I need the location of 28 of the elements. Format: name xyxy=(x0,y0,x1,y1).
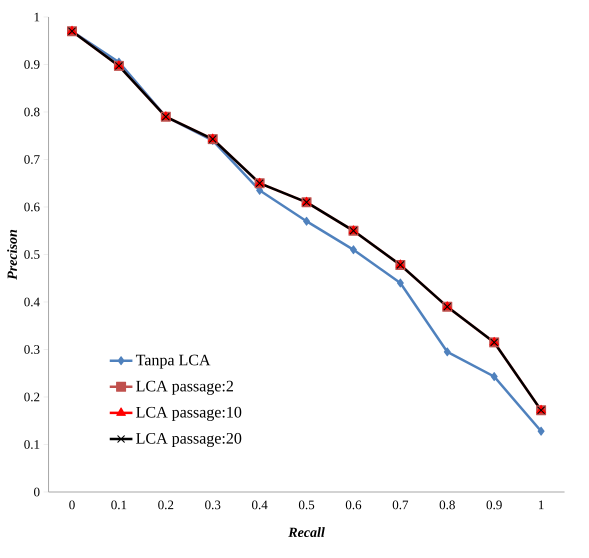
x-tick-label: 0.4 xyxy=(252,500,268,510)
x-tick-label: 0.5 xyxy=(298,500,314,510)
x-tick-label: 0 xyxy=(69,500,75,510)
legend-label: LCA passage:2 xyxy=(136,380,233,395)
y-tick-label: 1 xyxy=(34,12,40,22)
y-tick-label: 0.5 xyxy=(24,250,40,259)
y-axis-title: Precison xyxy=(7,230,17,280)
x-tick-label: 0.3 xyxy=(205,500,220,510)
x-tick-label: 0.2 xyxy=(158,500,174,510)
legend-label: LCA passage:20 xyxy=(136,432,242,448)
x-axis-title: Recall xyxy=(288,527,325,538)
x-tick-label: 0.9 xyxy=(486,500,502,510)
y-tick-label: 0 xyxy=(34,488,40,496)
x-tick-label: 0.7 xyxy=(392,500,408,510)
legend-label: LCA passage:10 xyxy=(136,406,242,421)
y-tick-label: 0.8 xyxy=(24,108,40,116)
y-tick-label: 0.4 xyxy=(24,298,40,306)
x-tick-label: 0.8 xyxy=(440,500,455,510)
y-tick-label: 0.2 xyxy=(24,392,40,402)
y-tick-label: 0.1 xyxy=(24,440,40,449)
y-tick-label: 0.7 xyxy=(24,155,40,164)
y-tick-label: 0.9 xyxy=(24,60,40,69)
y-tick-label: 0.6 xyxy=(24,202,40,212)
x-tick-label: 0.1 xyxy=(111,500,126,510)
y-tick-label: 0.3 xyxy=(24,345,40,354)
x-tick-label: 1 xyxy=(538,500,544,510)
legend-label: Tanpa LCA xyxy=(136,354,210,369)
x-tick-label: 0.6 xyxy=(346,500,362,510)
